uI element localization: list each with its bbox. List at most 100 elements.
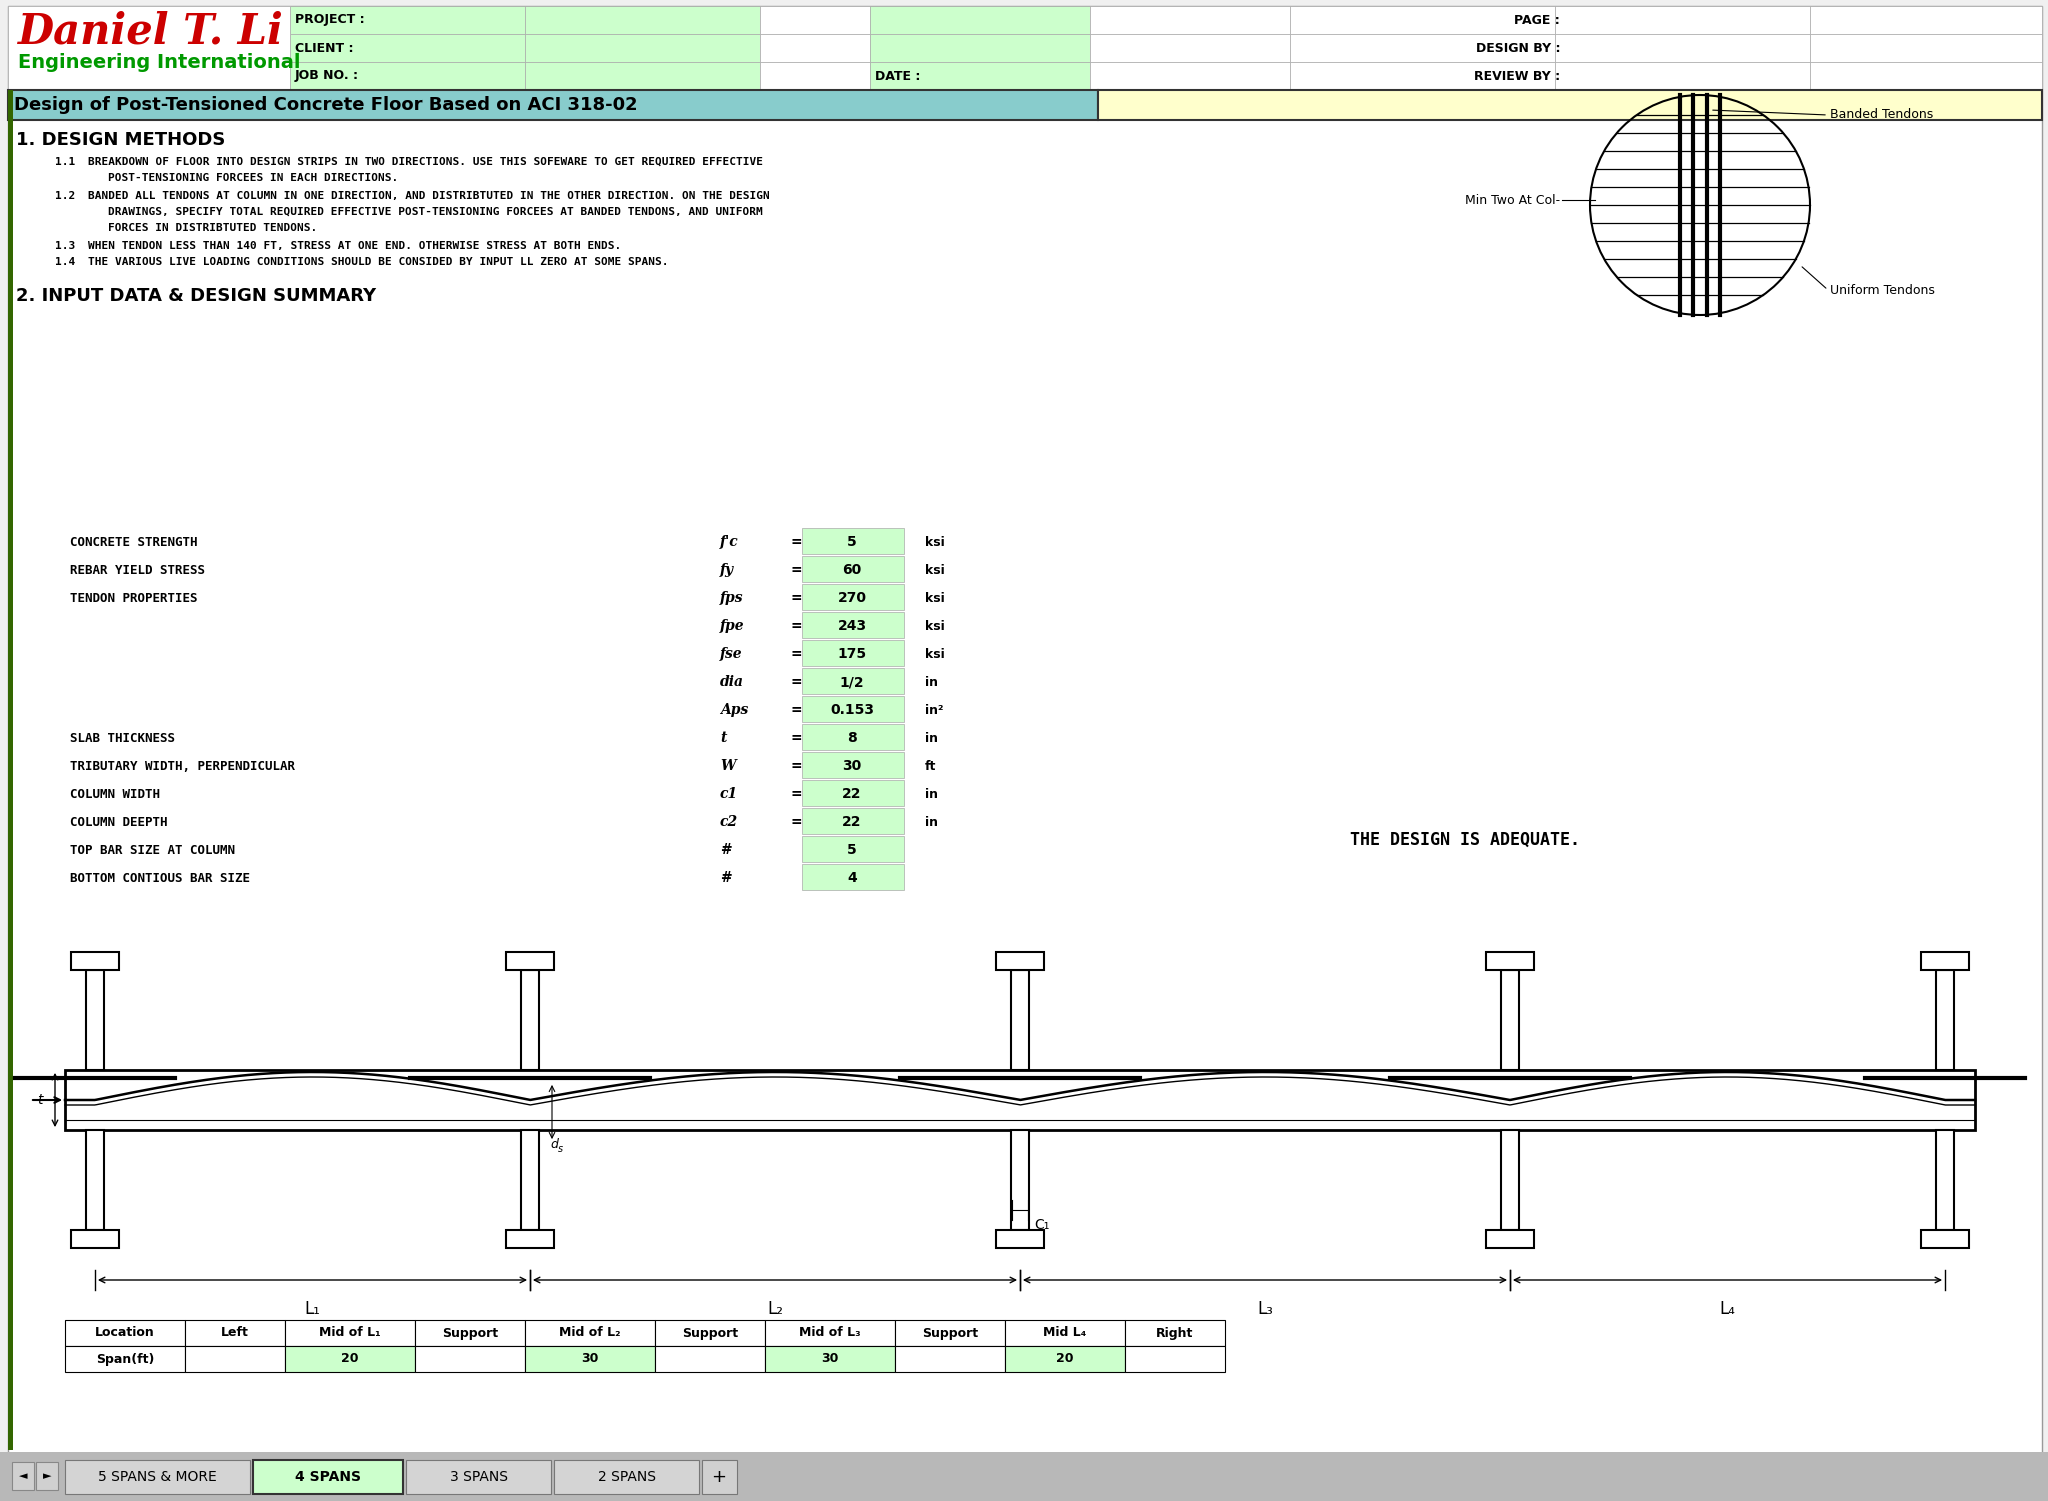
Bar — [1935, 1130, 1954, 1229]
Bar — [1012, 1130, 1028, 1229]
Text: in: in — [926, 675, 938, 689]
Bar — [803, 612, 903, 638]
Text: ksi: ksi — [926, 620, 944, 632]
Text: Mid L₄: Mid L₄ — [1042, 1327, 1087, 1339]
Bar — [803, 808, 903, 835]
Text: Uniform Tendons: Uniform Tendons — [1831, 284, 1935, 297]
Bar — [1124, 1319, 1225, 1346]
Bar — [655, 1319, 766, 1346]
Text: t: t — [721, 731, 727, 744]
Text: ksi: ksi — [926, 536, 944, 548]
Text: f'c: f'c — [721, 534, 739, 549]
Text: COLUMN DEEPTH: COLUMN DEEPTH — [70, 815, 168, 829]
Text: 22: 22 — [842, 815, 862, 829]
Bar — [524, 1346, 655, 1372]
Text: POST-TENSIONING FORCEES IN EACH DIRECTIONS.: POST-TENSIONING FORCEES IN EACH DIRECTIO… — [109, 173, 397, 183]
Bar — [416, 1319, 524, 1346]
Bar — [895, 1319, 1006, 1346]
Bar — [870, 62, 1090, 90]
Text: DATE :: DATE : — [874, 69, 920, 83]
Text: BOTTOM CONTIOUS BAR SIZE: BOTTOM CONTIOUS BAR SIZE — [70, 872, 250, 884]
Bar — [72, 952, 119, 970]
Bar — [1290, 62, 1554, 90]
Text: Mid of L₂: Mid of L₂ — [559, 1327, 621, 1339]
Bar — [66, 1070, 1974, 1130]
Text: 20: 20 — [342, 1352, 358, 1366]
Text: +: + — [711, 1468, 727, 1486]
Text: =: = — [791, 760, 801, 773]
Bar — [803, 639, 903, 666]
Bar — [1810, 62, 2042, 90]
Text: fse: fse — [721, 647, 743, 660]
Text: dia: dia — [721, 675, 743, 689]
Bar — [1554, 6, 1810, 35]
Text: Support: Support — [442, 1327, 498, 1339]
Bar — [1012, 970, 1028, 1070]
Text: SLAB THICKNESS: SLAB THICKNESS — [70, 731, 174, 744]
Text: PROJECT :: PROJECT : — [295, 14, 365, 27]
Bar — [870, 35, 1090, 62]
Text: #: # — [721, 844, 731, 857]
Bar — [1006, 1346, 1124, 1372]
Text: L₄: L₄ — [1720, 1300, 1735, 1318]
Text: 0.153: 0.153 — [829, 702, 874, 717]
Text: ft: ft — [926, 760, 936, 773]
Text: 4 SPANS: 4 SPANS — [295, 1469, 360, 1484]
Text: 243: 243 — [838, 618, 866, 633]
Text: fps: fps — [721, 591, 743, 605]
Text: ksi: ksi — [926, 647, 944, 660]
Bar — [524, 35, 760, 62]
Text: Right: Right — [1157, 1327, 1194, 1339]
Bar — [524, 62, 760, 90]
Text: t: t — [37, 1093, 43, 1108]
Bar — [8, 6, 291, 90]
Text: COLUMN WIDTH: COLUMN WIDTH — [70, 788, 160, 800]
Bar — [291, 6, 524, 35]
Text: 30: 30 — [842, 760, 862, 773]
Bar — [254, 1460, 403, 1493]
Bar — [37, 1462, 57, 1490]
Bar — [506, 952, 555, 970]
Text: Mid of L₃: Mid of L₃ — [799, 1327, 860, 1339]
Text: 3 SPANS: 3 SPANS — [449, 1469, 508, 1484]
Bar — [803, 836, 903, 862]
Text: #: # — [721, 871, 731, 886]
Bar — [1810, 35, 2042, 62]
Bar — [66, 1346, 184, 1372]
Text: TRIBUTARY WIDTH, PERPENDICULAR: TRIBUTARY WIDTH, PERPENDICULAR — [70, 760, 295, 773]
Bar — [1554, 62, 1810, 90]
Text: L₃: L₃ — [1257, 1300, 1274, 1318]
Bar — [1098, 90, 2042, 120]
Bar — [285, 1346, 416, 1372]
Bar — [1487, 952, 1534, 970]
Text: ►: ► — [43, 1471, 51, 1481]
Bar — [1487, 1229, 1534, 1247]
Bar — [1290, 35, 1554, 62]
Text: =: = — [791, 675, 801, 689]
Bar — [655, 1346, 766, 1372]
Text: Banded Tendons: Banded Tendons — [1831, 108, 1933, 122]
Text: =: = — [791, 647, 801, 660]
Text: ksi: ksi — [926, 591, 944, 605]
Text: 30: 30 — [821, 1352, 840, 1366]
Text: in²: in² — [926, 704, 944, 716]
Bar — [1921, 952, 1968, 970]
Text: TOP BAR SIZE AT COLUMN: TOP BAR SIZE AT COLUMN — [70, 844, 236, 857]
Bar — [803, 781, 903, 806]
Bar — [86, 970, 104, 1070]
Bar — [766, 1346, 895, 1372]
Text: 30: 30 — [582, 1352, 598, 1366]
Text: JOB NO. :: JOB NO. : — [295, 69, 358, 83]
Bar — [760, 62, 870, 90]
Text: 20: 20 — [1057, 1352, 1073, 1366]
Bar — [803, 696, 903, 722]
Bar — [12, 1462, 35, 1490]
Bar — [520, 970, 539, 1070]
Bar — [803, 723, 903, 750]
Bar — [995, 1229, 1044, 1247]
Text: BREAKDOWN OF FLOOR INTO DESIGN STRIPS IN TWO DIRECTIONS. USE THIS SOFEWARE TO GE: BREAKDOWN OF FLOOR INTO DESIGN STRIPS IN… — [88, 158, 764, 167]
Bar — [1554, 35, 1810, 62]
Text: 22: 22 — [842, 787, 862, 802]
Text: ◄: ◄ — [18, 1471, 27, 1481]
Text: DRAWINGS, SPECIFY TOTAL REQUIRED EFFECTIVE POST-TENSIONING FORCEES AT BANDED TEN: DRAWINGS, SPECIFY TOTAL REQUIRED EFFECTI… — [109, 207, 762, 218]
